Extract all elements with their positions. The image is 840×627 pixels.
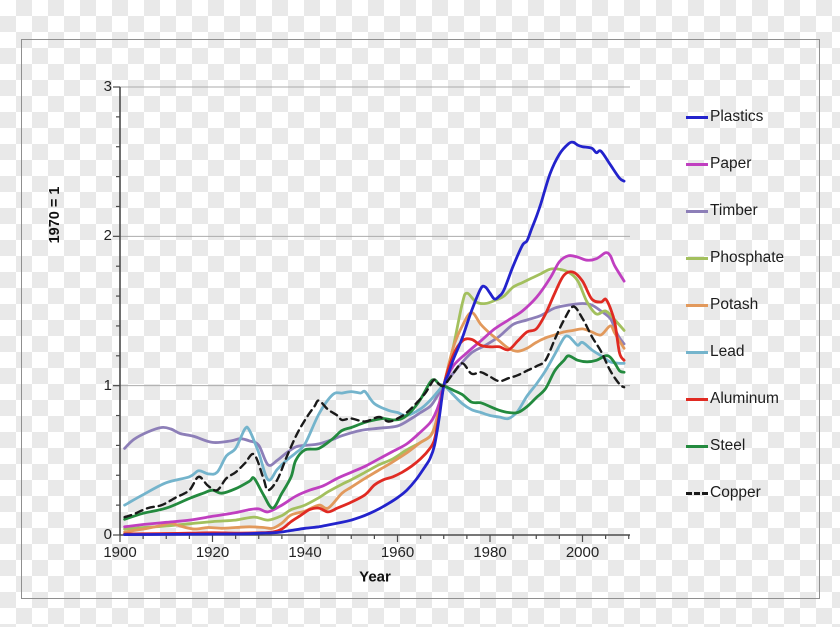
legend-item-plastics: Plastics	[686, 106, 763, 128]
legend-swatch-lead	[686, 350, 708, 354]
legend-item-steel: Steel	[686, 435, 745, 457]
legend-label-paper: Paper	[710, 155, 752, 172]
series-line-timber	[123, 302, 626, 467]
legend-label-copper: Copper	[710, 484, 761, 501]
x-tick-label-1960: 1960	[380, 544, 415, 561]
legend-label-aluminum: Aluminum	[710, 390, 779, 407]
legend-item-timber: Timber	[686, 200, 758, 222]
legend-label-steel: Steel	[710, 437, 746, 454]
y-tick-label-1: 1	[103, 376, 112, 394]
legend-label-plastics: Plastics	[710, 108, 764, 125]
legend-item-phosphate: Phosphate	[686, 247, 784, 269]
legend-swatch-timber	[686, 209, 708, 213]
legend-swatch-paper	[686, 162, 708, 166]
y-axis-title: 1970 = 1	[47, 186, 63, 244]
x-tick-label-1980: 1980	[473, 544, 507, 561]
legend-item-aluminum: Aluminum	[686, 388, 779, 410]
legend-item-lead: Lead	[686, 341, 744, 363]
legend-label-timber: Timber	[710, 202, 758, 219]
series-line-plastics	[123, 140, 626, 536]
y-tick-label-3: 3	[103, 78, 112, 95]
series-line-copper	[123, 305, 626, 519]
legend-swatch-aluminum	[686, 397, 708, 401]
legend-swatch-plastics	[686, 115, 708, 119]
x-axis-title: Year	[359, 568, 391, 586]
legend-item-paper: Paper	[686, 153, 751, 175]
legend-label-phosphate: Phosphate	[710, 249, 785, 266]
legend-label-lead: Lead	[710, 343, 745, 360]
series-line-potash	[123, 311, 626, 534]
y-tick-label-2: 2	[103, 227, 112, 245]
legend-swatch-copper	[686, 491, 708, 495]
y-tick-label-0: 0	[103, 526, 112, 543]
legend-swatch-steel	[686, 444, 708, 448]
legend-item-potash: Potash	[686, 294, 758, 316]
legend-label-potash: Potash	[710, 296, 759, 313]
x-tick-label-1900: 1900	[103, 544, 137, 561]
x-tick-label-1940: 1940	[288, 544, 322, 561]
x-tick-label-2000: 2000	[565, 544, 600, 561]
legend-swatch-phosphate	[686, 256, 708, 260]
legend-item-copper: Copper	[686, 482, 761, 504]
legend-swatch-potash	[686, 303, 708, 307]
chart-frame	[21, 39, 820, 599]
x-tick-label-1920: 1920	[195, 544, 230, 561]
series-line-paper	[123, 251, 626, 529]
